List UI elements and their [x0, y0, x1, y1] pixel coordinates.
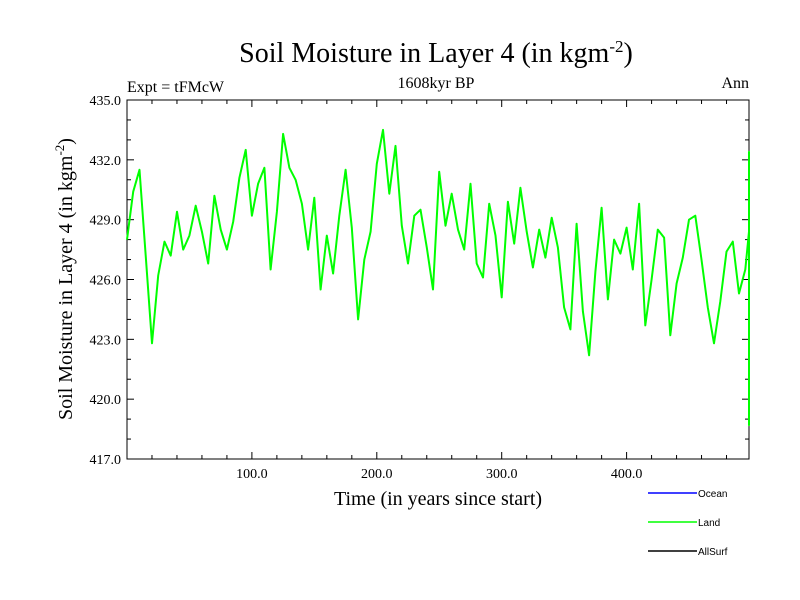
chart-title: Soil Moisture in Layer 4 (in kgm-2)	[239, 37, 633, 69]
x-tick-label: 300.0	[486, 467, 518, 482]
y-tick-label: 435.0	[90, 94, 122, 109]
x-tick-label: 400.0	[611, 467, 643, 482]
y-tick-label: 429.0	[90, 214, 122, 229]
y-tick-label: 426.0	[90, 274, 122, 289]
y-tick-label: 423.0	[90, 333, 122, 348]
y-axis-title: Soil Moisture in Layer 4 (in kgm-2)	[52, 138, 77, 420]
legend-label-allsurf: AllSurf	[698, 547, 728, 558]
x-axis: 100.0 200.0 300.0 400.0	[151, 100, 728, 482]
y-axis: 417.0 420.0 423.0 426.0 429.0 432.0 435.0	[90, 94, 749, 468]
experiment-label: Expt = tFMcW	[127, 79, 225, 96]
chart-subtitle: 1608kyr BP	[398, 75, 475, 92]
x-tick-label: 100.0	[236, 467, 268, 482]
plot-frame	[126, 99, 750, 460]
legend: Ocean Land AllSurf	[648, 489, 728, 558]
legend-label-land: Land	[698, 518, 720, 529]
x-axis-title: Time (in years since start)	[334, 488, 542, 510]
y-tick-label: 417.0	[90, 453, 122, 468]
y-tick-label: 420.0	[90, 393, 122, 408]
season-label: Ann	[721, 75, 749, 92]
x-tick-label: 200.0	[361, 467, 393, 482]
legend-label-ocean: Ocean	[698, 489, 727, 500]
y-tick-label: 432.0	[90, 154, 122, 169]
series-land-line	[126, 128, 750, 427]
